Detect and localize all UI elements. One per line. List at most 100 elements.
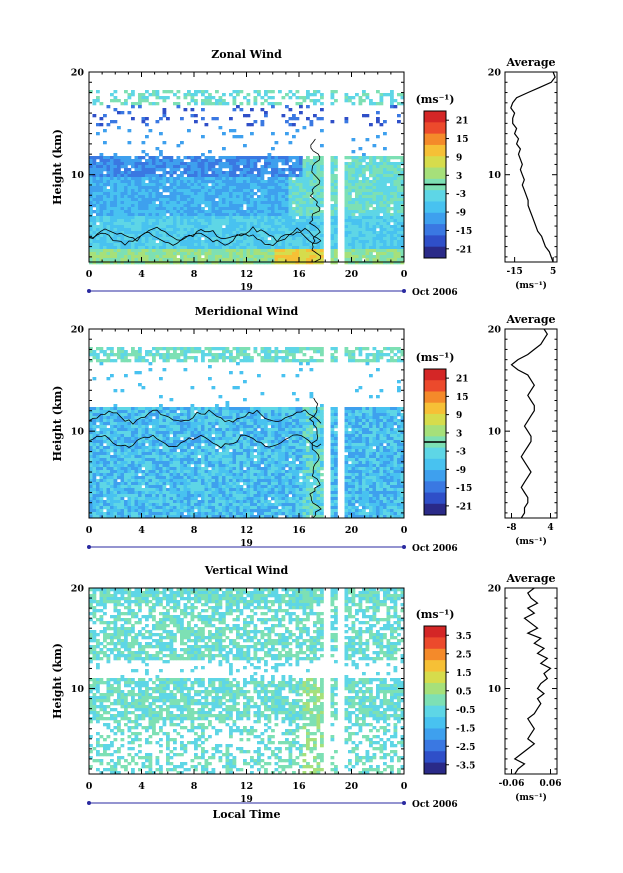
heatmap-cell <box>299 177 303 181</box>
heatmap-cell <box>239 216 244 220</box>
heatmap-cell <box>362 234 366 238</box>
heatmap-cell <box>250 198 254 202</box>
heatmap-cell <box>148 219 153 223</box>
heatmap-cell <box>334 222 338 226</box>
heatmap-cell <box>267 219 272 223</box>
heatmap-cell <box>257 240 261 244</box>
heatmap-cell <box>379 162 384 166</box>
heatmap-cell <box>180 458 184 462</box>
heatmap-cell <box>204 506 209 510</box>
heatmap-cell <box>124 494 128 498</box>
heatmap-cell <box>103 482 107 486</box>
heatmap-cell <box>225 189 230 193</box>
heatmap-cell <box>138 213 142 217</box>
heatmap-cell <box>134 159 139 163</box>
heatmap-cell <box>183 467 188 471</box>
heatmap-cell <box>257 204 261 208</box>
heatmap-cell <box>131 231 135 235</box>
heatmap-cell <box>190 168 195 172</box>
heatmap-cell <box>173 434 177 438</box>
heatmap-cell <box>131 258 135 262</box>
heatmap-cell <box>232 201 237 205</box>
heatmap-cell <box>141 141 146 145</box>
heatmap-cell <box>138 240 142 244</box>
heatmap-cell <box>264 258 268 262</box>
heatmap-cell <box>127 410 132 414</box>
heatmap-cell <box>264 225 268 229</box>
heatmap-cell <box>134 497 139 501</box>
heatmap-cell <box>169 246 174 250</box>
heatmap-cell <box>99 255 104 259</box>
heatmap-cell <box>145 500 149 504</box>
heatmap-cell <box>302 201 307 205</box>
heatmap-cell <box>344 165 349 169</box>
heatmap-cell <box>103 506 107 510</box>
heatmap-cell <box>120 473 125 477</box>
heatmap-cell <box>103 240 107 244</box>
heatmap-cell <box>316 186 321 190</box>
colorbar-label: 3 <box>456 172 462 182</box>
heatmap-cell <box>106 437 111 441</box>
heatmap-cell <box>355 252 359 256</box>
heatmap-cell <box>120 216 125 220</box>
heatmap-cell <box>201 506 205 510</box>
heatmap-cell <box>190 506 195 510</box>
heatmap-cell <box>330 162 335 166</box>
heatmap-cell <box>400 174 405 178</box>
heatmap-cell <box>113 506 118 510</box>
heatmap-cell <box>183 252 188 256</box>
heatmap-cell <box>89 225 93 229</box>
heatmap-cell <box>124 156 128 160</box>
heatmap-cell <box>159 506 163 510</box>
heatmap-cell <box>197 219 202 223</box>
heatmap-cell <box>148 428 153 432</box>
heatmap-cell <box>260 246 265 250</box>
heatmap-cell <box>344 162 349 166</box>
heatmap-cell <box>138 488 142 492</box>
heatmap-cell <box>110 347 114 351</box>
heatmap-cell <box>103 422 107 426</box>
heatmap-cell <box>113 470 118 474</box>
heatmap-cell <box>355 93 359 97</box>
heatmap-cell <box>117 231 121 235</box>
heatmap-cell <box>243 201 247 205</box>
heatmap-cell <box>183 446 188 450</box>
heatmap-cell <box>145 410 149 414</box>
heatmap-cell <box>197 413 202 417</box>
heatmap-cell <box>197 162 202 166</box>
heatmap-cell <box>180 165 184 169</box>
heatmap-cell <box>334 228 338 232</box>
heatmap-cell <box>260 207 265 211</box>
heatmap-cell <box>162 111 167 115</box>
heatmap-cell <box>190 246 195 250</box>
heatmap-cell <box>173 246 177 250</box>
heatmap-cell <box>250 168 254 172</box>
heatmap-cell <box>355 177 359 181</box>
heatmap-cell <box>243 144 247 148</box>
heatmap-cell <box>285 105 289 109</box>
heatmap-cell <box>400 252 405 256</box>
heatmap-cell <box>267 231 272 235</box>
heatmap-cell <box>127 425 132 429</box>
heatmap-cell <box>155 231 160 235</box>
heatmap-cell <box>215 431 219 435</box>
heatmap-cell <box>159 261 163 265</box>
heatmap-cell <box>166 461 170 465</box>
heatmap-cell <box>155 204 160 208</box>
heatmap-cell <box>92 461 97 465</box>
heatmap-cell <box>96 132 100 136</box>
heatmap-cell <box>208 347 212 351</box>
heatmap-cell <box>138 258 142 262</box>
heatmap-cell <box>372 192 377 196</box>
heatmap-cell <box>222 198 226 202</box>
heatmap-cell <box>117 443 121 447</box>
heatmap-cell <box>89 359 93 363</box>
heatmap-cell <box>117 156 121 160</box>
heatmap-cell <box>285 120 289 124</box>
heatmap-cell <box>348 255 352 259</box>
heatmap-cell <box>309 186 314 190</box>
heatmap-cell <box>330 183 335 187</box>
heatmap-cell <box>148 225 153 229</box>
heatmap-cell <box>145 237 149 241</box>
heatmap-cell <box>141 177 146 181</box>
